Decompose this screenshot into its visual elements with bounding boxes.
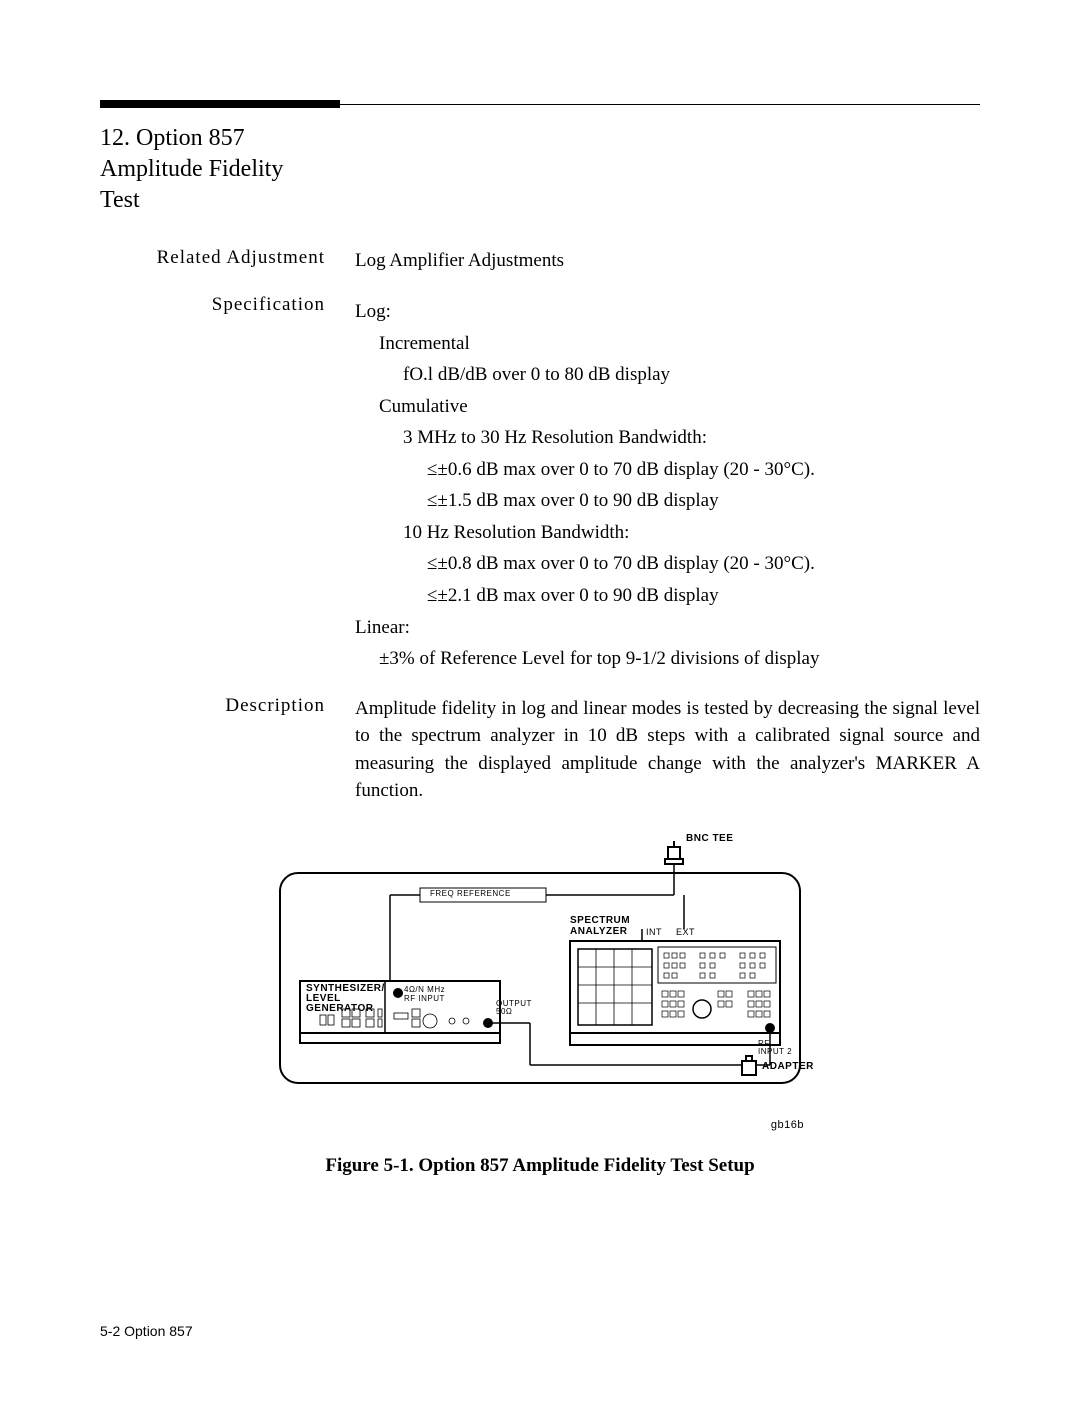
diagram-int: INT — [646, 927, 662, 937]
diagram-bnc-tee: BNC TEE — [686, 833, 733, 844]
title-line-2: Amplitude Fidelity — [100, 154, 980, 185]
description-text: Amplitude fidelity in log and linear mod… — [355, 695, 980, 805]
spec-cum-3: ≤±1.5 dB max over 0 to 90 dB display — [355, 487, 980, 515]
spec-cum-2: ≤±0.6 dB max over 0 to 70 dB display (20… — [355, 456, 980, 484]
figure-side-label: gb16b — [270, 1119, 810, 1131]
diagram-adapter: ADAPTER — [762, 1061, 814, 1072]
diagram-port-2: RF INPUT — [404, 994, 445, 1003]
diagram-spectrum: SPECTRUM — [570, 915, 630, 926]
diagram-fifty: 50Ω — [496, 1007, 512, 1016]
diagram-ext: EXT — [676, 927, 695, 937]
diagram-analyzer: ANALYZER — [570, 926, 628, 937]
spec-cum-1: 3 MHz to 30 Hz Resolution Bandwidth: — [355, 424, 980, 452]
diagram-freq-ref: FREQ REFERENCE — [430, 889, 511, 898]
figure-5-1: BNC TEE FREQ REFERENCE SPECTRUM ANALYZER… — [100, 833, 980, 1177]
specification-body: Log: Incremental fO.l dB/dB over 0 to 80… — [355, 294, 980, 677]
spec-incremental-label: Incremental — [355, 330, 980, 358]
spec-cum-5: ≤±0.8 dB max over 0 to 70 dB display (20… — [355, 550, 980, 578]
setup-diagram-icon — [270, 833, 810, 1113]
related-adjustment-label: Related Adjustment — [100, 247, 355, 275]
spec-cumulative-label: Cumulative — [355, 393, 980, 421]
spec-cum-4: 10 Hz Resolution Bandwidth: — [355, 519, 980, 547]
spec-cum-6: ≤±2.1 dB max over 0 to 90 dB display — [355, 582, 980, 610]
title-line-1: 12. Option 857 — [100, 123, 980, 154]
specification-label: Specification — [100, 294, 355, 677]
spec-linear-label: Linear: — [355, 614, 980, 642]
diagram-svg-wrap: BNC TEE FREQ REFERENCE SPECTRUM ANALYZER… — [270, 833, 810, 1113]
spec-incremental-text: fO.l dB/dB over 0 to 80 dB display — [355, 361, 980, 389]
header-thin-rule — [100, 104, 980, 105]
related-adjustment-text: Log Amplifier Adjustments — [355, 247, 980, 275]
page-footer: 5-2 Option 857 — [100, 1323, 193, 1339]
diagram-input2: INPUT 2 — [758, 1047, 792, 1056]
diagram-synth-3: GENERATOR — [306, 1003, 373, 1014]
title-line-3: Test — [100, 185, 980, 216]
diagram-port-1: 4Ω/N MHz — [404, 985, 445, 994]
page-title: 12. Option 857 Amplitude Fidelity Test — [100, 123, 980, 217]
description-label: Description — [100, 695, 355, 805]
figure-caption: Figure 5-1. Option 857 Amplitude Fidelit… — [100, 1155, 980, 1177]
spec-linear-text: ±3% of Reference Level for top 9-1/2 div… — [355, 645, 980, 673]
spec-log-label: Log: — [355, 298, 980, 326]
